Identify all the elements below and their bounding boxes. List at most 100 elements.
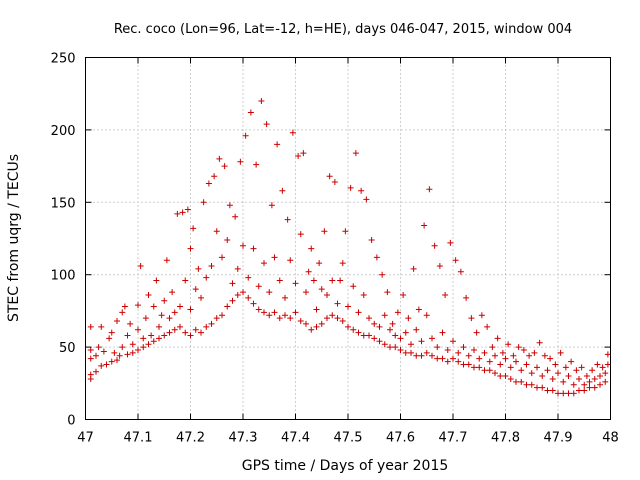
data-point [523, 361, 530, 368]
data-point [255, 306, 262, 313]
data-point [513, 378, 519, 385]
data-point [324, 315, 330, 322]
data-point [342, 228, 349, 235]
data-point [150, 303, 157, 310]
data-point [95, 344, 102, 351]
data-point [534, 384, 540, 391]
data-point [397, 346, 404, 353]
data-point [549, 387, 556, 394]
data-point [387, 344, 393, 351]
data-point [486, 367, 493, 374]
data-point [295, 152, 302, 159]
data-point [387, 326, 393, 333]
data-point [190, 225, 197, 232]
data-point [316, 260, 323, 267]
y-axis-label: STEC from uqrg / TECUs [6, 154, 22, 322]
data-point [324, 291, 330, 298]
data-point [465, 352, 472, 359]
data-point [557, 349, 564, 356]
data-point [565, 390, 572, 397]
data-point [137, 263, 144, 270]
data-point [534, 364, 540, 371]
data-point [478, 312, 485, 319]
data-point [224, 236, 231, 243]
data-point [520, 346, 527, 353]
data-point [597, 373, 603, 380]
data-point [352, 150, 359, 157]
y-tick-label: 0 [67, 414, 75, 429]
data-point [240, 289, 246, 296]
data-point [560, 378, 567, 385]
data-point [492, 370, 498, 377]
data-point [274, 141, 281, 148]
data-point [308, 326, 315, 333]
data-point [570, 381, 577, 388]
data-point [392, 344, 399, 351]
data-point [166, 315, 173, 322]
data-point [232, 213, 239, 220]
data-point [586, 384, 593, 391]
data-point [471, 346, 477, 353]
data-point [129, 349, 136, 356]
data-point [418, 352, 425, 359]
data-point [345, 323, 351, 330]
data-point [198, 294, 204, 301]
data-point [366, 315, 372, 322]
data-point [289, 129, 296, 136]
data-point [192, 286, 199, 293]
data-point [192, 326, 199, 333]
data-point [250, 300, 257, 307]
data-point [234, 265, 241, 272]
y-tick-label: 50 [59, 341, 76, 356]
data-point [476, 364, 483, 371]
data-point [261, 309, 267, 316]
data-point [305, 268, 312, 275]
data-point [334, 315, 341, 322]
data-point [460, 361, 467, 368]
data-point [536, 339, 543, 346]
data-point [213, 315, 220, 322]
data-point [303, 320, 309, 327]
data-point [444, 358, 451, 365]
data-point [240, 242, 246, 249]
data-point [326, 173, 333, 180]
data-point [334, 300, 341, 307]
data-point [179, 209, 186, 216]
data-point [203, 323, 210, 330]
x-tick-label: 47.7 [439, 431, 468, 446]
data-point [247, 109, 254, 116]
data-point [360, 291, 367, 298]
data-point [208, 320, 215, 327]
data-point [300, 150, 307, 157]
data-point [484, 323, 491, 330]
data-point [418, 338, 425, 345]
data-point [507, 364, 514, 371]
data-point [161, 297, 168, 304]
data-point [471, 364, 477, 371]
data-point [505, 341, 512, 348]
data-point [276, 277, 283, 284]
x-tick-label: 47.2 [176, 431, 205, 446]
data-point [347, 184, 354, 191]
x-tick-label: 47.4 [281, 431, 310, 446]
data-point [103, 361, 110, 368]
data-point [258, 97, 265, 104]
data-point [187, 332, 194, 339]
data-point [602, 370, 609, 377]
data-point [539, 373, 546, 380]
data-point [124, 351, 131, 358]
data-point [245, 274, 252, 281]
data-point [350, 283, 357, 290]
data-point [502, 373, 509, 380]
axis-ticks: 47 47.1 47.2 47.3 47.4 47.5 47.6 47.7 47.8 47.9 48… [51, 52, 619, 446]
data-point [515, 344, 522, 351]
data-point [455, 358, 462, 365]
data-point [205, 180, 212, 187]
data-point [429, 352, 435, 359]
data-point [224, 303, 231, 310]
data-point [526, 352, 533, 359]
data-point [208, 263, 215, 270]
data-point [135, 326, 141, 333]
data-point [271, 254, 278, 261]
